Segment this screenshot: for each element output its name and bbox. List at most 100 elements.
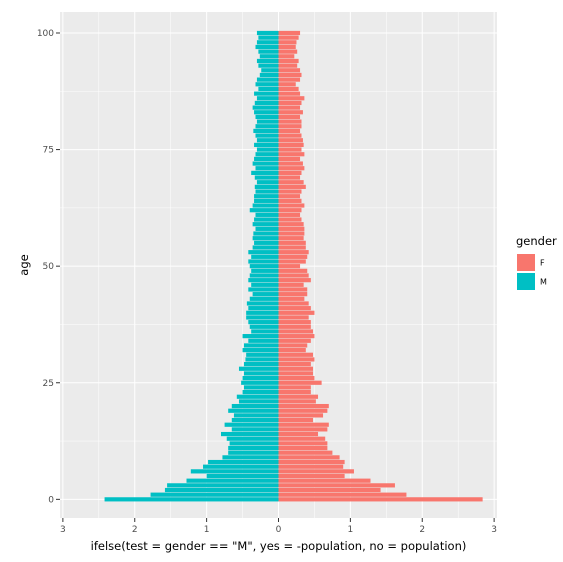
bar-f-age-61 <box>278 212 301 217</box>
legend-title: gender <box>516 234 557 248</box>
bar-f-age-38 <box>278 320 311 325</box>
x-tick-label: 1 <box>348 525 354 535</box>
bar-m-age-28 <box>238 366 279 371</box>
bar-f-age-20 <box>278 403 329 409</box>
bar-f-age-9 <box>278 455 340 460</box>
bar-f-age-54 <box>278 245 306 250</box>
bar-f-age-84 <box>278 105 301 110</box>
bar-m-age-2 <box>164 487 279 493</box>
bar-m-age-54 <box>252 245 279 250</box>
bar-f-age-59 <box>278 222 304 227</box>
bar-f-age-96 <box>278 49 298 54</box>
bar-f-age-58 <box>278 226 305 231</box>
bar-f-age-19 <box>278 408 328 413</box>
bar-f-age-41 <box>278 306 311 311</box>
bar-m-age-55 <box>254 240 279 245</box>
bar-f-age-55 <box>278 240 306 245</box>
bar-m-age-57 <box>253 231 279 236</box>
bar-f-age-22 <box>278 394 319 399</box>
bar-m-age-24 <box>244 385 279 390</box>
bar-f-age-67 <box>278 184 306 189</box>
bar-f-age-70 <box>278 170 302 175</box>
bar-f-age-14 <box>278 431 319 437</box>
bar-f-age-95 <box>278 54 295 59</box>
bar-f-age-51 <box>278 259 306 264</box>
bar-f-age-10 <box>278 450 333 455</box>
bar-m-age-99 <box>258 35 279 40</box>
bar-m-age-8 <box>208 459 279 465</box>
bar-m-age-4 <box>186 478 279 483</box>
bar-f-age-50 <box>278 264 301 269</box>
bar-f-age-46 <box>278 282 304 287</box>
bar-m-age-35 <box>242 334 279 339</box>
bar-m-age-85 <box>254 100 279 106</box>
bar-m-age-82 <box>255 114 279 120</box>
bar-f-age-72 <box>278 161 303 166</box>
bar-m-age-27 <box>244 371 279 376</box>
y-tick-label: 50 <box>43 262 55 272</box>
bar-m-age-70 <box>251 170 279 175</box>
bar-m-age-92 <box>261 68 279 73</box>
bar-m-age-50 <box>249 264 279 269</box>
bar-f-age-48 <box>278 273 309 278</box>
bar-f-age-8 <box>278 459 345 465</box>
bar-m-age-38 <box>248 320 279 325</box>
bar-f-age-44 <box>278 292 308 297</box>
y-axis: 0 25 50 75 100 <box>37 29 60 505</box>
bar-m-age-93 <box>258 63 279 68</box>
bar-f-age-7 <box>278 464 344 469</box>
legend: gender F M <box>516 234 557 290</box>
bar-m-age-56 <box>252 236 279 241</box>
x-axis: 3 2 1 0 1 2 3 <box>60 518 497 535</box>
bar-m-age-79 <box>253 128 279 134</box>
bar-m-age-29 <box>244 362 279 367</box>
bar-f-age-83 <box>278 110 303 115</box>
bar-m-age-49 <box>251 268 279 273</box>
bar-f-age-2 <box>278 487 381 493</box>
bar-m-age-44 <box>252 292 279 297</box>
bar-m-age-75 <box>256 147 279 152</box>
bar-m-age-78 <box>255 133 279 138</box>
bar-f-age-76 <box>278 142 304 148</box>
legend-label-f: F <box>540 259 545 268</box>
bar-m-age-83 <box>254 110 279 115</box>
bar-m-age-42 <box>246 301 279 306</box>
bar-m-age-84 <box>252 105 279 110</box>
bar-f-age-77 <box>278 138 303 143</box>
bar-f-age-99 <box>278 35 299 40</box>
bar-f-age-5 <box>278 473 345 479</box>
bar-f-age-56 <box>278 236 304 241</box>
bar-f-age-66 <box>278 189 302 194</box>
bar-f-age-74 <box>278 152 305 157</box>
bar-f-age-26 <box>278 375 315 381</box>
bar-f-age-34 <box>278 338 311 343</box>
bar-m-age-17 <box>231 417 279 423</box>
bar-m-age-66 <box>255 189 279 194</box>
bar-f-age-91 <box>278 72 302 78</box>
bar-m-age-68 <box>256 180 279 185</box>
bar-m-age-63 <box>252 203 279 208</box>
bar-m-age-41 <box>248 306 279 311</box>
bar-m-age-89 <box>255 82 279 87</box>
bar-m-age-52 <box>251 254 279 259</box>
bar-f-age-73 <box>278 156 301 162</box>
y-axis-title: age <box>17 254 31 275</box>
bar-f-age-27 <box>278 371 313 376</box>
bars-group <box>104 30 483 502</box>
bar-m-age-19 <box>228 408 279 413</box>
bar-f-age-11 <box>278 445 328 451</box>
bar-m-age-23 <box>242 389 279 395</box>
bar-m-age-90 <box>256 77 279 82</box>
bar-f-age-63 <box>278 203 305 208</box>
bar-m-age-46 <box>251 282 279 287</box>
legend-key-f <box>517 254 535 271</box>
bar-m-age-43 <box>249 296 279 301</box>
bar-m-age-88 <box>258 86 279 92</box>
bar-m-age-12 <box>229 441 279 446</box>
bar-m-age-62 <box>249 208 279 213</box>
bar-m-age-76 <box>254 142 279 148</box>
bar-m-age-10 <box>228 450 279 455</box>
bar-m-age-30 <box>245 357 279 362</box>
bar-m-age-60 <box>254 217 279 222</box>
bar-f-age-92 <box>278 68 301 73</box>
